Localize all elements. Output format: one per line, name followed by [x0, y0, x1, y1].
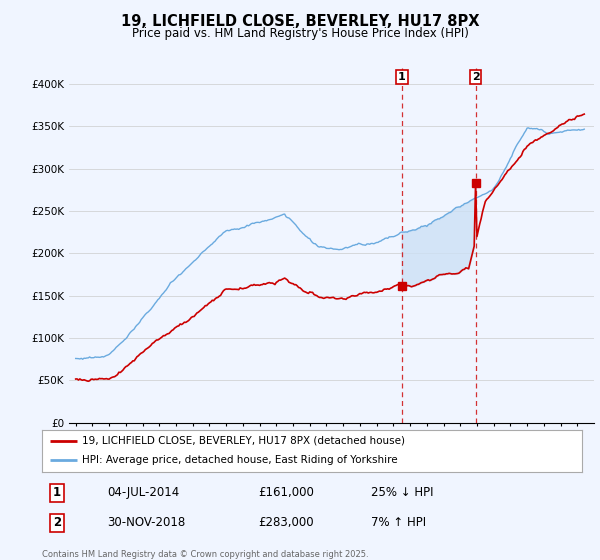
- Text: 25% ↓ HPI: 25% ↓ HPI: [371, 486, 434, 500]
- Text: 04-JUL-2014: 04-JUL-2014: [107, 486, 179, 500]
- Text: 2: 2: [53, 516, 61, 529]
- Text: 30-NOV-2018: 30-NOV-2018: [107, 516, 185, 529]
- Text: £161,000: £161,000: [258, 486, 314, 500]
- Text: 1: 1: [53, 486, 61, 500]
- Text: HPI: Average price, detached house, East Riding of Yorkshire: HPI: Average price, detached house, East…: [83, 455, 398, 465]
- Text: 19, LICHFIELD CLOSE, BEVERLEY, HU17 8PX (detached house): 19, LICHFIELD CLOSE, BEVERLEY, HU17 8PX …: [83, 436, 406, 446]
- Text: 1: 1: [398, 72, 406, 82]
- Text: Contains HM Land Registry data © Crown copyright and database right 2025.
This d: Contains HM Land Registry data © Crown c…: [42, 550, 368, 560]
- Text: 7% ↑ HPI: 7% ↑ HPI: [371, 516, 427, 529]
- Text: Price paid vs. HM Land Registry's House Price Index (HPI): Price paid vs. HM Land Registry's House …: [131, 27, 469, 40]
- Text: 19, LICHFIELD CLOSE, BEVERLEY, HU17 8PX: 19, LICHFIELD CLOSE, BEVERLEY, HU17 8PX: [121, 14, 479, 29]
- Text: £283,000: £283,000: [258, 516, 314, 529]
- Text: 2: 2: [472, 72, 479, 82]
